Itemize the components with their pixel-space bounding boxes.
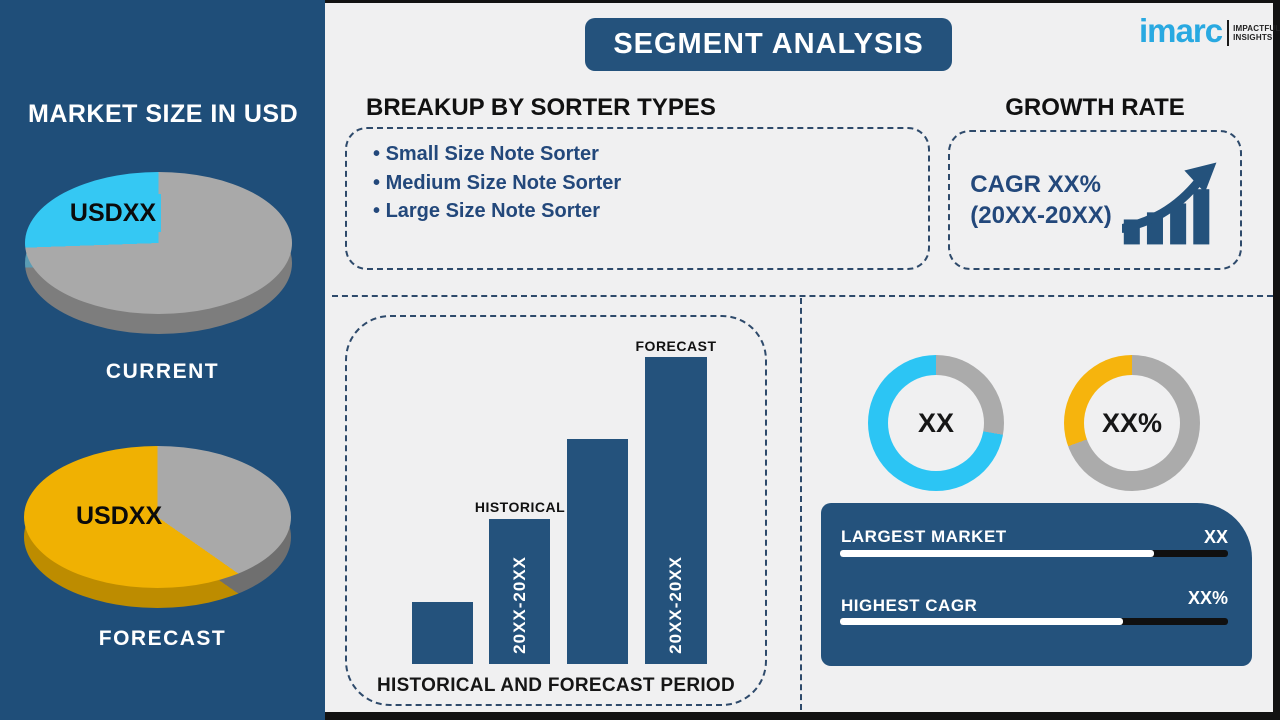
logo-tagline-line2: INSIGHTS	[1233, 33, 1273, 42]
forecast-label: FORECAST	[635, 338, 717, 354]
logo-divider	[1227, 20, 1230, 46]
cagr-value: CAGR XX%	[970, 171, 1101, 198]
highest-cagr-meter	[840, 618, 1228, 625]
forecast-caption: FORECAST	[98, 627, 227, 650]
pie-face	[24, 446, 291, 588]
imarc-logo: imarc IMPACTFUL INSIGHTS	[1139, 12, 1280, 49]
logo-brand-text: imarc	[1139, 12, 1223, 49]
meter-fill	[840, 618, 1124, 625]
donut-center: XX%	[1084, 375, 1180, 471]
sidebar-heading: MARKET SIZE IN USD	[28, 100, 299, 128]
page-title-box: SEGMENT ANALYSIS	[585, 18, 952, 71]
growth-rate-heading: GROWTH RATE	[1005, 94, 1185, 121]
metrics-box: LARGEST MARKET XX HIGHEST CAGR XX%	[821, 503, 1252, 666]
current-pie-value: USDXX	[69, 198, 157, 227]
donut-value: XX	[917, 407, 955, 438]
period-chart-caption: HISTORICAL AND FORECAST PERIOD	[376, 675, 736, 696]
historical-label: HISTORICAL	[474, 499, 566, 515]
historical-range-label: 20XX-20XX	[509, 556, 529, 654]
logo-tagline: IMPACTFUL INSIGHTS	[1233, 24, 1280, 42]
period-bar-forecast: 20XX-20XX	[645, 357, 707, 664]
growth-chart-icon	[1121, 162, 1217, 245]
growth-rate-box: CAGR XX% (20XX-20XX)	[948, 130, 1242, 270]
sidebar: MARKET SIZE IN USD USDXX CURRENT USDXX F…	[0, 0, 325, 720]
largest-market-label: LARGEST MARKET	[841, 527, 1007, 546]
cagr-text: CAGR XX% (20XX-20XX)	[970, 169, 1111, 231]
largest-market-meter	[840, 550, 1228, 557]
highest-cagr-label: HIGHEST CAGR	[841, 596, 978, 615]
donut-value: XX%	[1101, 407, 1163, 438]
breakup-box: Small Size Note Sorter Medium Size Note …	[345, 127, 930, 270]
list-item: Small Size Note Sorter	[373, 140, 928, 169]
highest-cagr-donut: XX%	[1064, 355, 1200, 491]
forecast-range-label: 20XX-20XX	[666, 556, 685, 654]
period-bar-1	[412, 602, 473, 664]
list-item: Medium Size Note Sorter	[373, 169, 928, 198]
forecast-pie-chart: USDXX	[24, 446, 291, 608]
period-bar-historical: 20XX-20XX	[489, 519, 550, 664]
logo-tagline-line1: IMPACTFUL	[1233, 24, 1280, 33]
donut-center: XX	[888, 375, 984, 471]
forecast-pie-value: USDXX	[76, 502, 163, 530]
period-bar-3	[567, 439, 628, 664]
current-pie-chart: USDXX	[25, 172, 292, 334]
horizontal-divider	[332, 295, 1273, 297]
vertical-divider	[800, 298, 802, 710]
cagr-period: (20XX-20XX)	[970, 202, 1112, 229]
breakup-heading: BREAKUP BY SORTER TYPES	[366, 94, 716, 121]
current-pie-value-chip: USDXX	[65, 194, 161, 232]
largest-market-donut: XX	[868, 355, 1004, 491]
sorter-type-list: Small Size Note Sorter Medium Size Note …	[347, 140, 928, 226]
largest-market-value: XX	[1203, 527, 1228, 547]
period-chart-box	[345, 315, 767, 706]
meter-fill	[840, 550, 1155, 557]
page-title: SEGMENT ANALYSIS	[613, 28, 924, 60]
current-caption: CURRENT	[105, 360, 220, 383]
highest-cagr-value: XX%	[1187, 588, 1228, 608]
list-item: Large Size Note Sorter	[373, 197, 928, 226]
